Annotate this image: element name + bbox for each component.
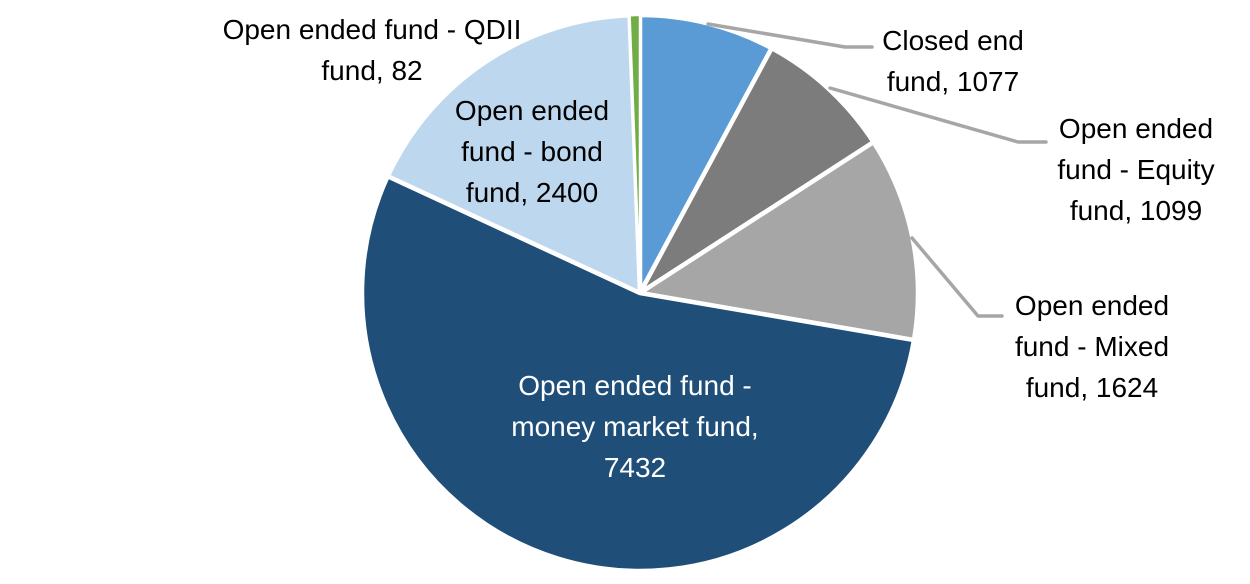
label-bond-fund: Open ended fund - bond fund, 2400	[454, 95, 610, 208]
label-qdii-fund: Open ended fund - QDII fund, 82	[222, 14, 522, 86]
label-mixed-fund: Open ended fund - Mixed fund, 1624	[1014, 290, 1170, 403]
pie-slice-open-ended-fund-money-market-fund[interactable]: Open ended fund - money market fund, 743…	[359, 173, 917, 574]
label-closed-end-fund: Closed end fund, 1077	[882, 25, 1024, 97]
pie-slice-open-ended-fund-qdii-fund[interactable]: Open ended fund - QDII fund, 82	[628, 13, 642, 295]
leader-line-closed-end-fund	[706, 22, 874, 49]
leader-line-equity-fund	[828, 86, 1048, 144]
leader-line-mixed-fund	[910, 236, 1004, 318]
label-equity-fund: Open ended fund - Equity fund, 1099	[1057, 113, 1215, 226]
label-money-market-fund: Open ended fund - money market fund, 7432	[511, 370, 759, 483]
pie-slice-open-ended-fund-bond-fund[interactable]: Open ended fund - bond fund, 2400	[385, 12, 643, 296]
